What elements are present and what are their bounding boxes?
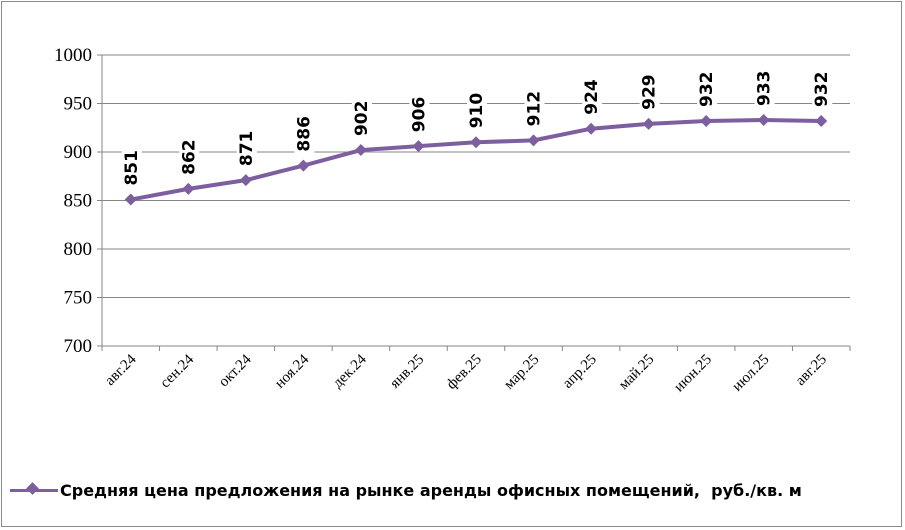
data-label: 932 (697, 71, 717, 107)
data-label-background (236, 129, 257, 168)
data-label: 933 (755, 70, 775, 106)
y-tick-label: 850 (64, 191, 93, 212)
x-tick-label: мар.25 (501, 352, 542, 393)
data-label-background (639, 73, 660, 111)
data-point (182, 182, 195, 195)
x-tick-label: апр.25 (560, 352, 600, 392)
data-label: 910 (467, 93, 487, 129)
data-point (470, 136, 482, 149)
x-tick-label: окт.24 (216, 351, 255, 390)
data-point (124, 193, 137, 206)
data-point (354, 144, 367, 157)
x-tick-label: сен.24 (157, 351, 197, 391)
data-label-background (524, 89, 545, 128)
y-tick-label: 900 (64, 142, 93, 163)
data-point (815, 114, 828, 127)
data-point (585, 122, 598, 135)
data-label-background (294, 115, 315, 153)
data-label-background (409, 95, 430, 134)
x-tick-label: июл.25 (729, 352, 772, 395)
x-tick-label: янв.25 (387, 352, 427, 392)
line-chart: 700 750 800 850 900 950 1000 авг.24 сен.24 окт.24… (54, 45, 851, 396)
x-tick-label: фев.25 (444, 352, 485, 393)
legend-series-marker (10, 480, 58, 500)
data-label: 851 (122, 150, 142, 186)
data-label-background (754, 69, 775, 107)
data-label-background (121, 149, 142, 187)
data-label: 932 (812, 71, 832, 107)
x-tick-label: авг.25 (793, 352, 830, 389)
data-label-background (582, 78, 603, 116)
data-label: 912 (525, 91, 545, 127)
data-point (642, 117, 655, 130)
y-tick-label: 1000 (54, 45, 92, 66)
x-tick-label: ноя.24 (272, 351, 313, 392)
data-point (700, 114, 713, 127)
y-tick-label: 800 (64, 239, 93, 260)
data-label: 886 (294, 116, 314, 152)
data-label: 902 (352, 101, 372, 137)
legend: Средняя цена предложения на рынке аренды… (10, 476, 802, 504)
y-tick-label: 700 (64, 336, 93, 357)
data-label: 924 (582, 79, 602, 115)
x-tick-label: дек.24 (330, 351, 370, 391)
y-tick-label: 950 (64, 94, 93, 115)
data-label-background (351, 99, 372, 138)
data-label: 871 (237, 131, 257, 167)
legend-series-label: Средняя цена предложения на рынке аренды… (60, 480, 802, 500)
data-label: 862 (179, 139, 199, 175)
data-label-background (697, 70, 718, 108)
x-tick-label: июн.25 (671, 352, 715, 396)
data-point (297, 159, 310, 172)
x-tick-label: май.25 (616, 352, 658, 394)
data-point (239, 174, 252, 187)
data-label-background (179, 138, 200, 176)
series-line (128, 117, 824, 202)
data-point (412, 140, 425, 153)
data-point (527, 134, 540, 147)
x-tick-label: авг.24 (102, 351, 140, 389)
data-label-background (467, 91, 487, 130)
data-label: 906 (409, 97, 429, 133)
data-point (757, 113, 770, 126)
y-tick-label: 750 (64, 288, 93, 309)
data-label: 929 (640, 74, 660, 110)
data-label-background (812, 70, 833, 108)
